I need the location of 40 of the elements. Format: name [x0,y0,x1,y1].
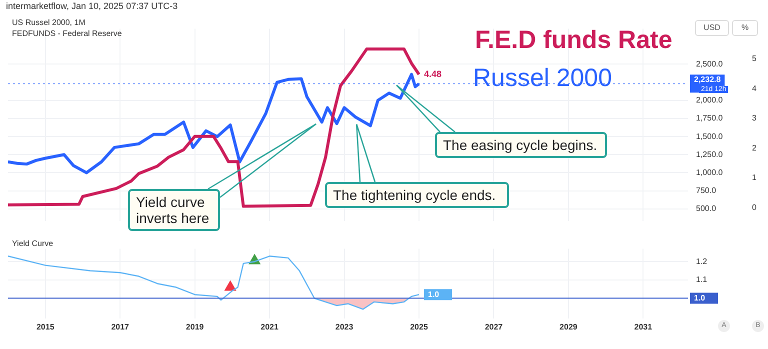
text: F.E.D funds Rate [475,26,672,55]
x-tick-label: 2025 [410,322,428,332]
data-label: 4.48 [424,68,442,79]
y2-tick-label: 2 [752,143,757,152]
annotation: Yield curve inverts here [128,189,220,231]
x-tick-label: 2031 [634,322,653,332]
x-tick-label: 2019 [186,322,204,332]
y-tick-label: 1.2 [696,256,708,266]
x-tick-label: 2021 [260,322,279,332]
y2-tick-label: 0 [752,203,757,212]
y2-tick-label: 1 [752,173,757,182]
ref-line-label: 2,232.8 [694,74,722,84]
y-tick-label: 500.0 [696,204,717,214]
text: US Russel 2000, 1M [12,18,86,27]
y-tick-label: 750.0 [696,186,717,196]
y-tick-label: 2,500.0 [696,59,724,68]
x-tick-label: 2027 [484,322,504,332]
chart-title: Yield Curve [12,239,54,248]
x-tick-label: 2015 [36,322,55,332]
ref-line-label: 1.0 [694,293,706,302]
y-tick-label: 1,250.0 [696,150,724,159]
y2-axis-title: % [732,20,758,36]
y2-tick-label: 3 [752,114,757,123]
y-tick-label: 1,500.0 [696,132,724,141]
annotation: The easing cycle begins. [435,132,607,158]
annotation: FEDFUNDS - Federal Reserve [12,29,122,38]
y-axis-title: USD [695,20,729,36]
data-label: 1.0 [428,290,440,299]
annotation: The tightening cycle ends. [325,182,509,208]
y-tick-label: 1.1 [696,275,708,284]
y2-tick-label: 5 [752,54,757,64]
x-tick-label: 2017 [111,322,130,332]
x-tick-label: 2023 [335,322,354,332]
y-tick-label: 1,000.0 [696,168,724,177]
text: intermarketflow, Jan 10, 2025 07:37 UTC-3 [6,1,178,11]
y-tick-label: 2,000.0 [696,96,724,105]
text: Russel 2000 [473,64,612,93]
x-tick-label: 2029 [560,322,578,332]
y2-tick-label: 4 [752,84,757,93]
y-tick-label: 1,750.0 [696,114,724,123]
